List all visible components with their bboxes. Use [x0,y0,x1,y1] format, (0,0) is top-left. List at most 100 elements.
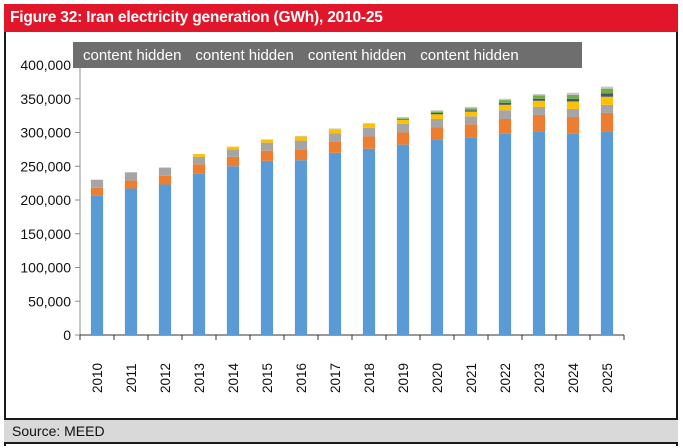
bar-segment-series-5 [464,110,478,112]
bar-segment-series-5 [396,119,410,120]
x-tick-label: 2013 [192,363,207,393]
bar-stack-2016 [294,135,308,335]
bar-segment-series-3 [226,149,240,157]
bar-segment-series-6 [464,108,478,111]
bar-stack-2015 [260,139,274,335]
bar-segment-series-4 [226,146,240,150]
x-tick-label: 2015 [260,363,275,393]
bar-segment-series-6 [498,100,512,103]
bar-segment-series-1 [158,184,172,335]
x-tick-label: 2023 [532,363,547,393]
y-tick-label: 300,000 [20,125,71,141]
bar-segment-series-2 [90,187,104,196]
bar-segment-series-2 [124,180,138,189]
bar-segment-series-4 [192,154,206,157]
x-tick-label: 2016 [294,363,309,393]
bar-segment-series-6 [396,118,410,119]
bar-segment-series-1 [464,137,478,335]
bar-segment-series-4 [566,101,580,109]
bar-segment-series-1 [498,133,512,335]
bar-segment-series-5 [532,98,546,101]
bar-segment-series-3 [294,140,308,150]
x-tick-label: 2017 [328,363,343,393]
figure-title: Figure 32: Iran electricity generation (… [4,4,678,32]
y-tick-label: 350,000 [20,91,71,107]
x-tick-label: 2020 [430,363,445,393]
bar-stack-2011 [124,172,138,335]
bar-segment-series-3 [362,127,376,137]
bar-segment-series-1 [90,195,104,335]
bar-segment-series-1 [226,166,240,335]
bar-segment-series-1 [396,144,410,335]
bar-segment-series-2 [464,124,478,138]
bar-segment-series-3 [124,172,138,181]
legend-entry-hidden: content hidden [307,46,407,64]
bar-segment-series-6 [430,111,444,113]
bar-segment-series-7 [464,106,478,109]
bar-segment-series-2 [600,112,614,132]
bar-segment-series-2 [260,150,274,161]
bar-segment-series-1 [294,160,308,335]
x-tick-label: 2011 [124,363,139,392]
bar-segment-series-2 [396,132,410,145]
bar-segment-series-7 [532,94,546,96]
bar-segment-series-5 [430,112,444,115]
bars [90,86,614,335]
bar-stack-2024 [566,92,580,335]
x-axis: 2010 2011 2012 2013 2014 2015 2016 2017 2018 2019… [79,334,625,393]
bar-segment-series-6 [566,94,580,99]
y-tick-label: 250,000 [20,158,71,174]
bar-segment-series-4 [396,119,410,124]
y-tick-label: 150,000 [20,226,71,242]
source-note: Source: MEED [4,418,678,444]
y-tick-label: 0 [63,327,71,343]
bar-segment-series-1 [328,152,342,335]
bar-stack-2020 [430,110,444,335]
bar-segment-series-7 [260,139,274,140]
bar-segment-series-6 [532,95,546,99]
x-tick-label: 2024 [566,362,581,393]
bar-segment-series-3 [192,156,206,165]
bar-segment-series-1 [260,160,274,335]
bar-segment-series-3 [260,142,274,151]
bar-stack-2017 [328,128,342,335]
bar-segment-series-3 [464,116,478,125]
bar-segment-series-2 [226,156,240,167]
y-tick-label: 400,000 [20,57,71,73]
figure-frame [4,4,678,446]
bar-segment-series-4 [362,123,376,128]
bar-segment-series-3 [158,167,172,176]
x-tick-label: 2014 [226,362,241,393]
bar-segment-series-4 [600,96,614,105]
bar-segment-series-2 [498,119,512,134]
bar-segment-series-2 [328,141,342,153]
x-tick-label: 2022 [498,363,513,393]
bar-segment-series-3 [566,108,580,117]
bar-stack-2010 [90,179,104,335]
bar-stack-2014 [226,146,240,335]
bar-segment-series-3 [498,110,512,119]
bar-segment-series-7 [294,135,308,137]
bar-segment-series-3 [328,133,342,142]
x-tick-label: 2012 [158,363,173,393]
x-tick-label: 2010 [90,363,105,393]
bar-segment-series-4 [532,100,546,107]
bar-segment-series-7 [600,86,614,89]
bar-stack-2018 [362,123,376,335]
bar-segment-series-2 [362,136,376,149]
bar-segment-series-4 [260,139,274,143]
bar-segment-series-4 [294,136,308,141]
bar-segment-series-4 [430,114,444,119]
x-tick-label: 2018 [362,363,377,393]
bar-stack-2021 [464,106,478,335]
bar-segment-series-5 [498,102,512,105]
bar-segment-series-4 [498,104,512,111]
bar-segment-series-4 [328,129,342,134]
bar-segment-series-3 [396,123,410,133]
bar-segment-series-5 [600,93,614,97]
bar-segment-series-3 [600,104,614,113]
bar-segment-series-3 [430,119,444,128]
bar-stack-2023 [532,94,546,335]
bar-stack-2012 [158,167,172,335]
